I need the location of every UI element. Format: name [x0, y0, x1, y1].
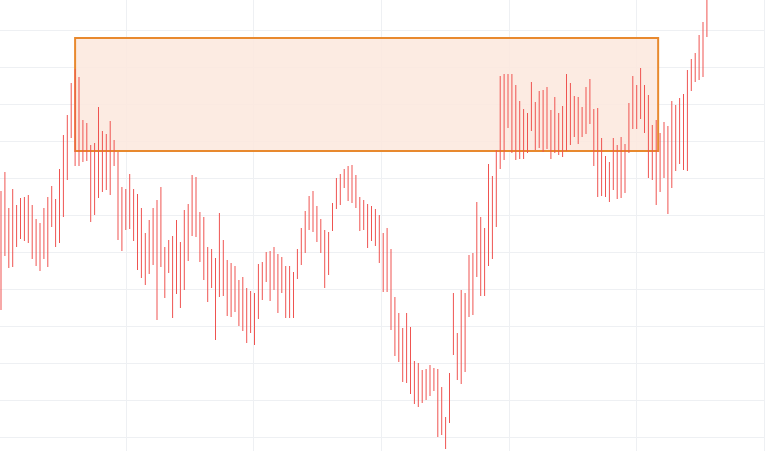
- candles-layer: [0, 0, 708, 449]
- resistance-zone: [74, 37, 660, 152]
